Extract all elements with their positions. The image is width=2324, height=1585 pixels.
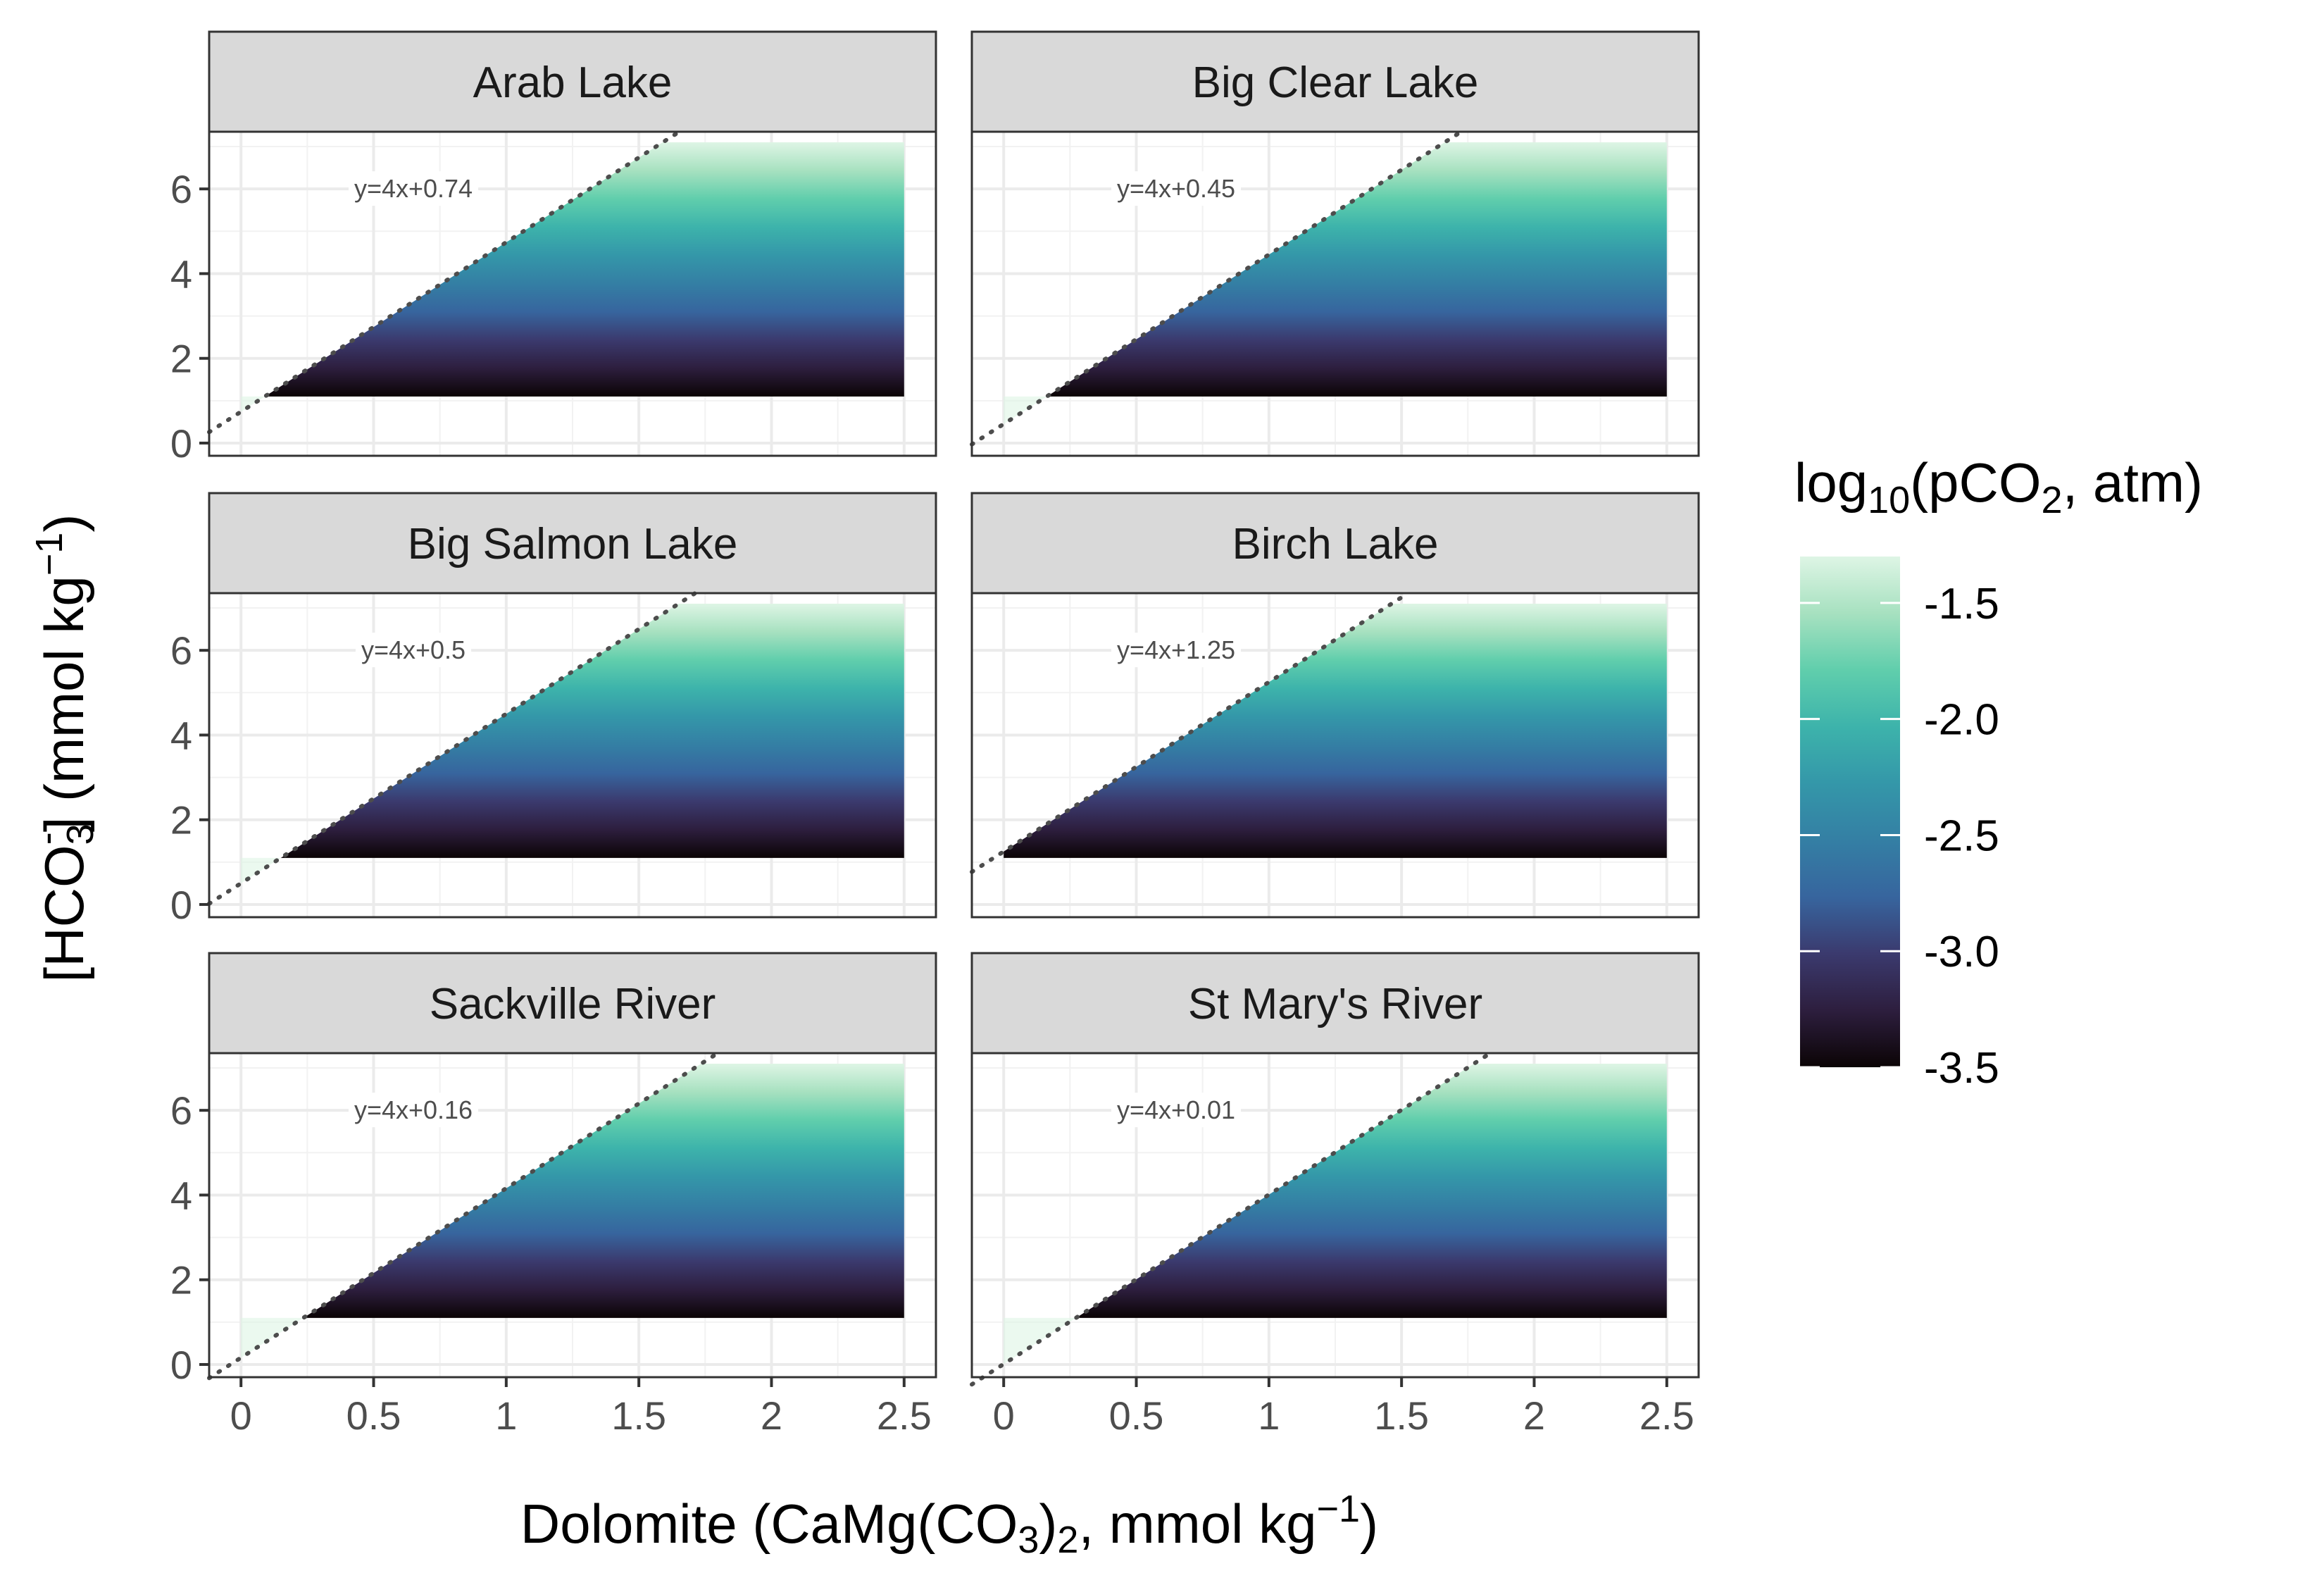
reference-line <box>207 130 682 435</box>
equation-label-bg <box>1111 1093 1242 1128</box>
x-tick-label: 0.5 <box>346 1393 401 1438</box>
equation-label-bg <box>355 633 472 668</box>
equation-label-bg <box>1111 171 1242 206</box>
y-tick-label: 4 <box>170 713 192 757</box>
equation-label: y=4x+1.25 <box>1117 635 1235 664</box>
pco2-fill-region <box>265 142 904 397</box>
x-axis-title: Dolomite (CaMg(CO3)2, mmol kg−1) <box>520 1488 1378 1561</box>
x-tick-label: 2 <box>1523 1393 1545 1438</box>
reference-line <box>970 591 1411 874</box>
facet-strip <box>208 492 937 595</box>
equation-label: y=4x+0.45 <box>1117 174 1235 203</box>
legend-tick-label: -3.0 <box>1924 928 1999 976</box>
facet-panel: Sackville River y=4x+0.16 0 2 4 6 0 0.5 1 1.5 2 2.5 <box>170 952 937 1438</box>
reference-line <box>970 1051 1493 1387</box>
facet-label: Sackville River <box>430 980 716 1028</box>
panel-border <box>208 130 937 457</box>
y-tick-label: 6 <box>170 628 192 673</box>
x-tick-label: 0.5 <box>1109 1393 1164 1438</box>
panel-border <box>208 592 937 919</box>
panels: Arab Lake y=4x+0.74 0 2 4 6 Big Clear Lake y=4x… <box>170 30 1700 1438</box>
y-tick-label: 6 <box>170 167 192 211</box>
y-tick-label: 2 <box>170 337 192 381</box>
x-tick-label: 0 <box>230 1393 252 1438</box>
equation-label: y=4x+0.01 <box>1117 1095 1235 1124</box>
pco2-fill-region <box>280 604 904 858</box>
y-tick-label: 2 <box>170 1258 192 1303</box>
equation-label: y=4x+0.5 <box>361 635 466 664</box>
facet-strip <box>208 30 937 133</box>
legend-tick-label: -2.5 <box>1924 812 1999 860</box>
y-tick-label: 0 <box>170 883 192 927</box>
pco2-fill-region <box>303 1064 904 1318</box>
x-tick-label: 1 <box>495 1393 517 1438</box>
facet-strip <box>970 30 1700 133</box>
low-fill-sliver <box>241 857 281 883</box>
facet-panel: Birch Lake y=4x+1.25 <box>970 492 1700 919</box>
facet-label: Big Clear Lake <box>1192 58 1479 107</box>
equation-label: y=4x+0.16 <box>354 1095 473 1124</box>
equation-label-bg <box>1111 633 1242 668</box>
equation-label-bg <box>348 171 479 206</box>
facet-label: Birch Lake <box>1232 520 1439 568</box>
x-tick-label: 2 <box>761 1393 782 1438</box>
y-tick-label: 6 <box>170 1088 192 1133</box>
pco2-fill-region <box>1075 1064 1667 1318</box>
x-tick-label: 2.5 <box>877 1393 932 1438</box>
pco2-fill-region <box>1004 604 1667 858</box>
panel-border <box>970 592 1700 919</box>
x-tick-label: 1 <box>1258 1393 1280 1438</box>
equation-label-bg <box>348 1093 479 1128</box>
legend-tick-label: -3.5 <box>1924 1044 1999 1093</box>
x-tick-label: 2.5 <box>1639 1393 1694 1438</box>
legend-colorbar: -1.5 -2.0 -2.5 -3.0 -3.5 <box>1800 557 1999 1093</box>
panel-border <box>970 1052 1700 1379</box>
facet-label: St Mary's River <box>1188 980 1482 1028</box>
legend-tick-label: -1.5 <box>1924 580 1999 628</box>
facet-panel: St Mary's River y=4x+0.01 0 0.5 1 1.5 2 2.5 <box>970 952 1700 1438</box>
pco2-fill-region <box>1047 142 1667 397</box>
y-tick-label: 0 <box>170 421 192 466</box>
reference-line <box>207 1051 720 1381</box>
facet-label: Big Salmon Lake <box>408 520 738 568</box>
legend-gradient <box>1800 557 1900 1067</box>
x-tick-label: 1.5 <box>611 1393 666 1438</box>
y-axis-title: [HCO3-] (mmol kg−1) <box>25 514 101 983</box>
y-tick-label: 0 <box>170 1343 192 1387</box>
axis-titles: Dolomite (CaMg(CO3)2, mmol kg−1) [HCO3-]… <box>25 514 1378 1561</box>
panel-border <box>970 130 1700 457</box>
x-tick-label: 1.5 <box>1374 1393 1429 1438</box>
facet-label: Arab Lake <box>473 58 673 107</box>
legend-tick-label: -2.0 <box>1924 696 1999 745</box>
equation-label: y=4x+0.74 <box>354 174 473 203</box>
facet-strip <box>970 952 1700 1055</box>
facet-panel: Big Salmon Lake y=4x+0.5 0 2 4 6 <box>170 492 937 927</box>
y-tick-label: 2 <box>170 798 192 843</box>
facet-panel: Big Clear Lake y=4x+0.45 <box>970 30 1700 457</box>
low-fill-sliver <box>1004 396 1047 424</box>
facet-strip <box>208 952 937 1055</box>
x-tick-label: 0 <box>993 1393 1015 1438</box>
facet-panel: Arab Lake y=4x+0.74 0 2 4 6 <box>170 30 937 466</box>
reference-line <box>970 130 1463 447</box>
y-tick-label: 4 <box>170 251 192 296</box>
legend-title: log10(pCO2, atm) <box>1794 452 2203 521</box>
y-tick-label: 4 <box>170 1173 192 1217</box>
panel-border <box>208 1052 937 1379</box>
color-legend: log10(pCO2, atm) -1.5 -2.0 -2.5 -3.0 -3.5 <box>1794 452 2203 1093</box>
